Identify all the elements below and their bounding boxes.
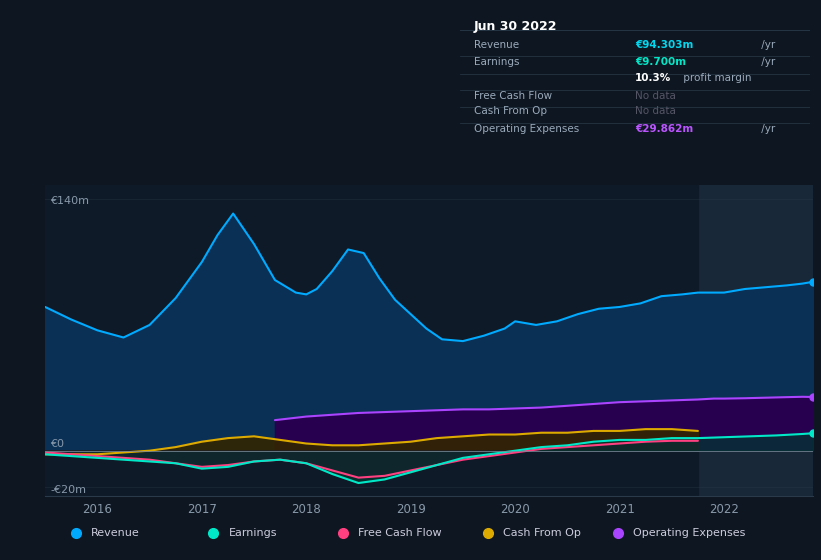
Bar: [45, 185, 698, 496]
Text: -€20m: -€20m: [50, 485, 86, 495]
Text: Revenue: Revenue: [91, 529, 140, 538]
Text: 10.3%: 10.3%: [635, 73, 672, 83]
Text: /yr: /yr: [758, 40, 775, 50]
Text: Earnings: Earnings: [228, 529, 277, 538]
Text: /yr: /yr: [758, 124, 775, 134]
Text: Cash From Op: Cash From Op: [503, 529, 581, 538]
Bar: [698, 185, 813, 496]
Text: €0: €0: [50, 439, 64, 449]
Text: Earnings: Earnings: [474, 57, 520, 67]
Text: Cash From Op: Cash From Op: [474, 106, 547, 116]
Text: Operating Expenses: Operating Expenses: [474, 124, 580, 134]
Text: profit margin: profit margin: [681, 73, 752, 83]
Text: €9.700m: €9.700m: [635, 57, 686, 67]
Text: Free Cash Flow: Free Cash Flow: [474, 91, 553, 101]
Text: No data: No data: [635, 106, 676, 116]
Text: €140m: €140m: [50, 195, 89, 206]
Text: Operating Expenses: Operating Expenses: [633, 529, 745, 538]
Text: Jun 30 2022: Jun 30 2022: [474, 20, 557, 33]
Text: €29.862m: €29.862m: [635, 124, 693, 134]
Text: €94.303m: €94.303m: [635, 40, 694, 50]
Text: Revenue: Revenue: [474, 40, 519, 50]
Text: /yr: /yr: [758, 57, 775, 67]
Text: No data: No data: [635, 91, 676, 101]
Text: Free Cash Flow: Free Cash Flow: [358, 529, 442, 538]
